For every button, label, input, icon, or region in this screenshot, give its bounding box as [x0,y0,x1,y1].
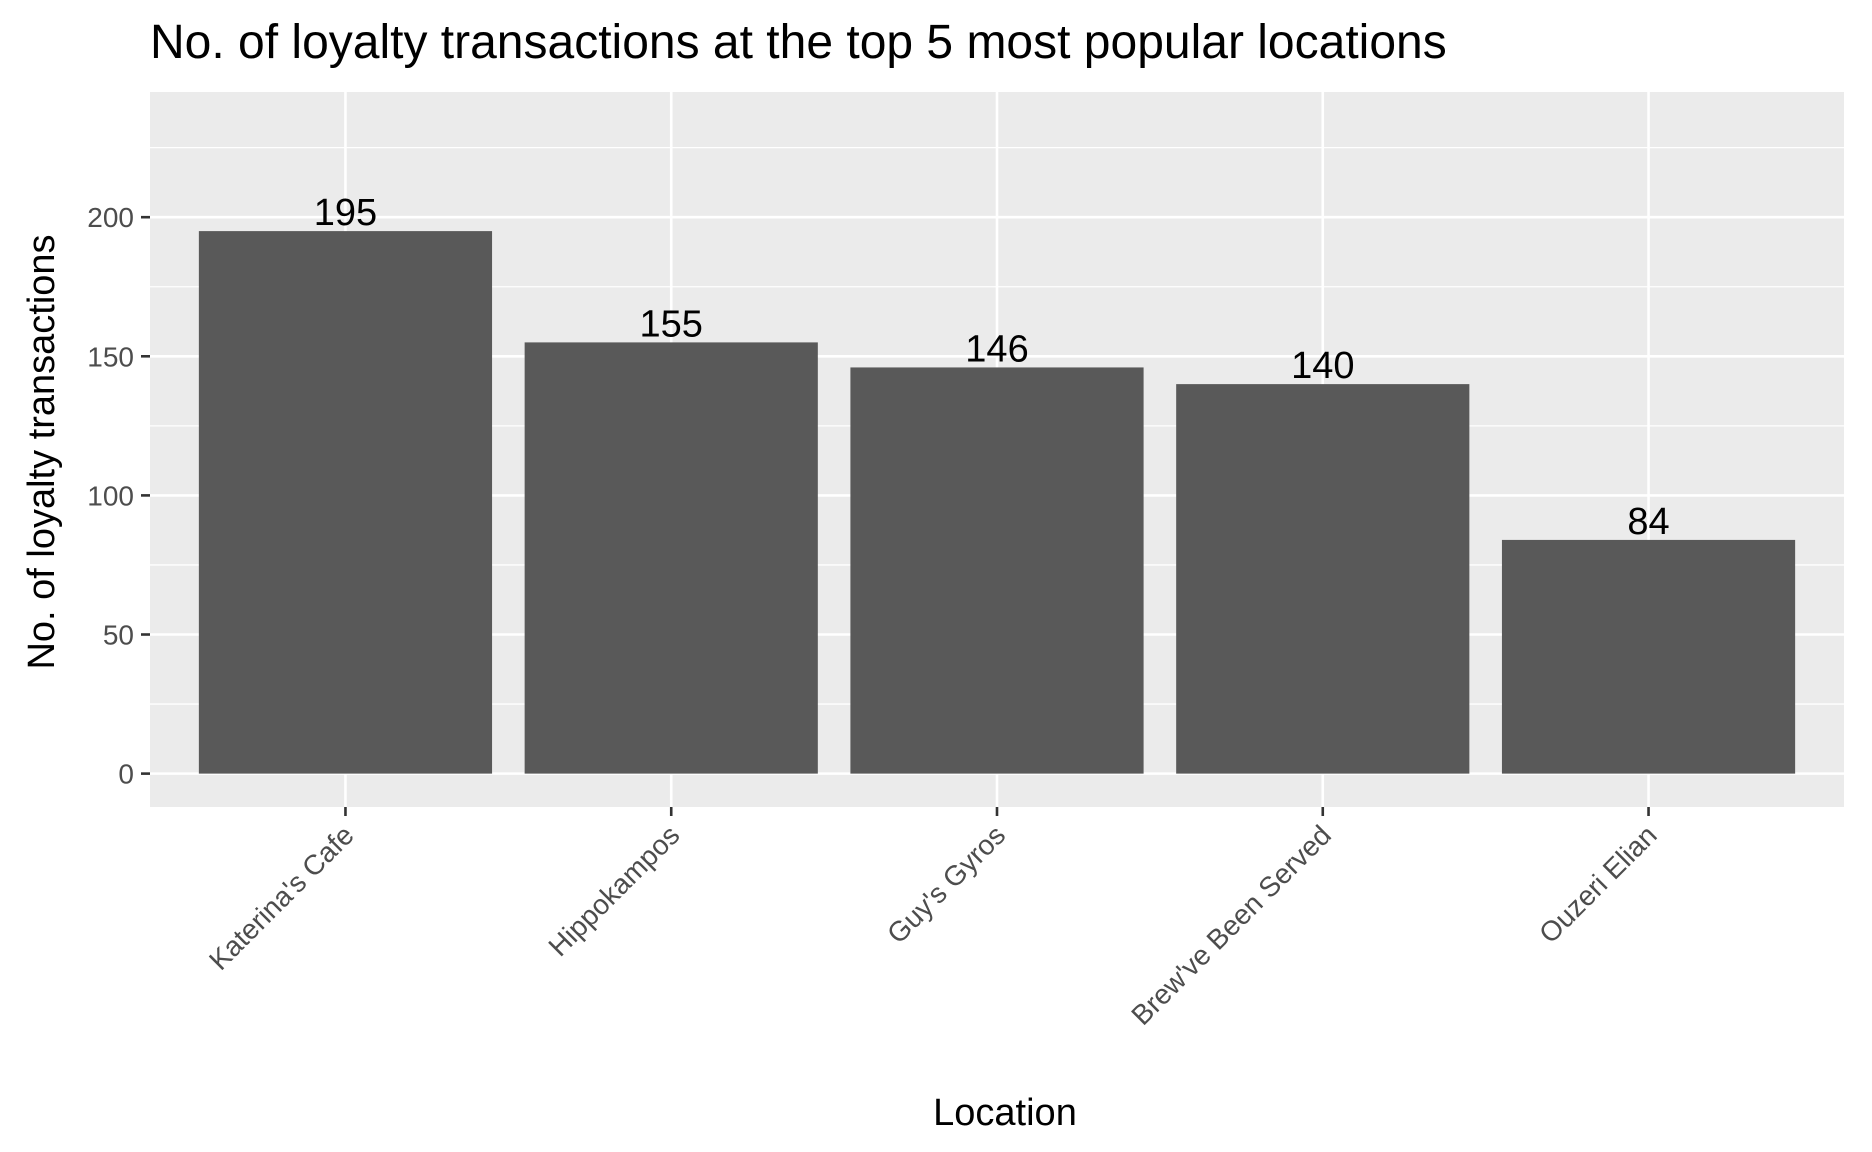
data-label: 140 [1291,345,1354,387]
y-tick-label: 50 [103,620,134,651]
bar [1501,539,1796,774]
y-axis: 0 50 100 150 200 [87,202,150,790]
y-tick-label: 200 [87,202,134,233]
y-tick-label: 150 [87,341,134,372]
bar [1176,384,1470,774]
x-axis: Katerina's Cafe Hippokampos Guy's Gyros Bre… [203,807,1663,1031]
bars [198,231,1796,774]
data-label: 195 [314,192,377,234]
x-tick-label: Ouzeri Elian [1533,819,1663,949]
y-tick-label: 100 [87,480,134,511]
x-tick-label: Brew've Been Served [1125,819,1337,1031]
chart-title: No. of loyalty transactions at the top 5… [150,16,1447,69]
data-label: 146 [965,328,1028,370]
bar [850,367,1144,774]
bar [524,342,818,774]
x-tick-label: Hippokampos [542,819,685,962]
data-label: 84 [1627,501,1669,543]
data-labels: 195 155 146 140 84 [314,192,1670,543]
y-tick-label: 0 [118,759,134,790]
x-tick-label: Guy's Gyros [881,819,1011,949]
data-label: 155 [640,303,703,345]
x-tick-label: Katerina's Cafe [203,819,360,976]
y-axis-title: No. of loyalty transactions [21,234,63,669]
x-axis-title: Location [933,1092,1077,1134]
bar [198,231,493,774]
